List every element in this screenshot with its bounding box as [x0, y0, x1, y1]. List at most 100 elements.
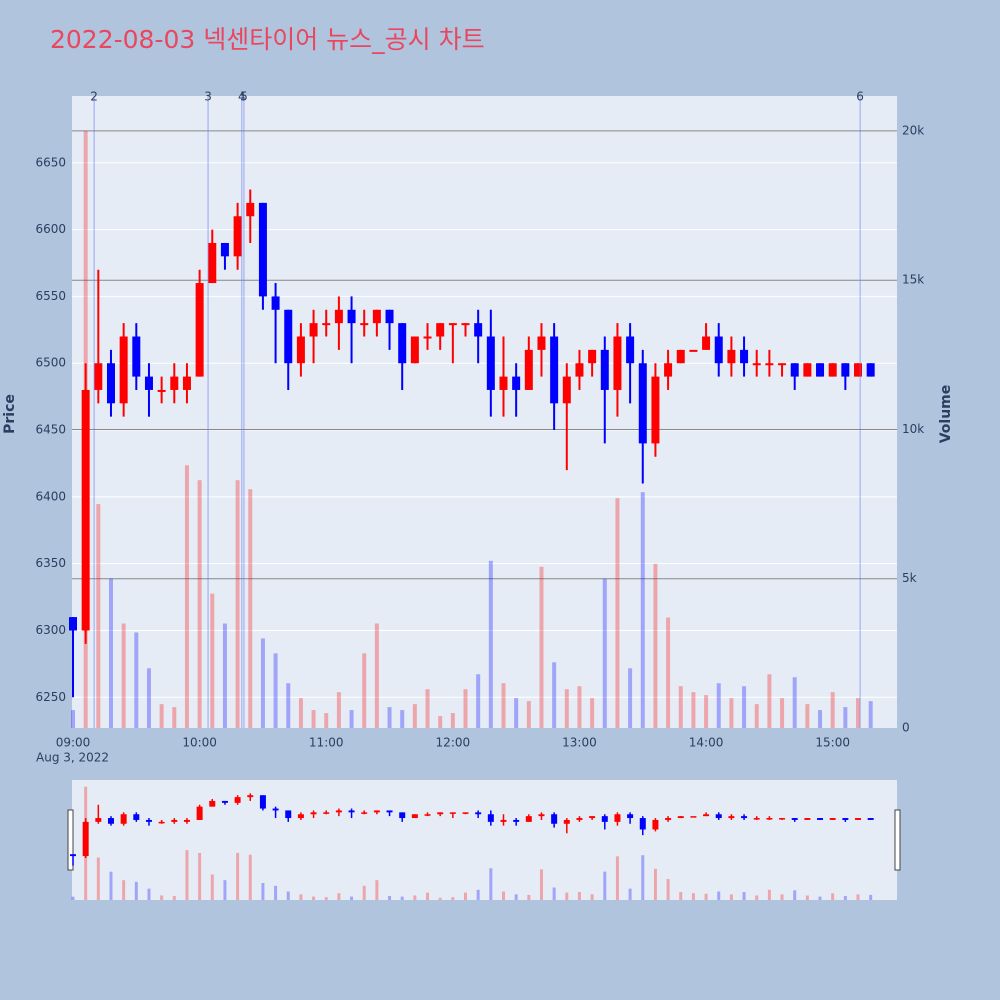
candle-body [81, 389, 90, 631]
candle-body [258, 202, 267, 297]
plot-area [72, 96, 897, 728]
slider-volume-bar [261, 882, 265, 900]
chart-title: 2022-08-03 넥센타이어 뉴스_공시 차트 [50, 25, 485, 54]
volume-bar [121, 623, 126, 728]
volume-bar [438, 716, 443, 728]
slider-candle-body [677, 816, 684, 819]
slider-volume-bar [96, 857, 100, 900]
slider-volume-bar [742, 892, 746, 900]
slider-candle-body [424, 814, 431, 816]
slider-candle-body [399, 812, 406, 819]
volume-bar [678, 686, 683, 728]
volume-bar [615, 498, 620, 728]
volume-bar [666, 617, 671, 728]
candle-body [524, 349, 533, 390]
slider-candle-body [437, 812, 444, 815]
range-slider[interactable] [72, 780, 897, 900]
slider-volume-bar [324, 897, 328, 900]
annotation-label: 5 [240, 90, 248, 104]
slider-volume-bar [793, 890, 797, 900]
slider-volume-bar [717, 891, 721, 900]
volume-bar [691, 692, 696, 728]
slider-volume-bar [147, 888, 151, 900]
volume-bar [577, 686, 582, 728]
x-tick-label: 15:00 [815, 736, 850, 750]
x-tick-label: 10:00 [182, 736, 217, 750]
slider-candle-body [779, 818, 786, 820]
candle-body [638, 363, 647, 444]
slider-volume-bar [704, 893, 708, 900]
candle-body [702, 336, 711, 350]
slider-candle-body [728, 816, 735, 819]
candle-body [296, 336, 305, 364]
volume-bar [197, 480, 202, 728]
slider-handle[interactable] [67, 809, 74, 871]
slider-volume-bar [805, 895, 809, 900]
volume-bar [336, 692, 341, 728]
slider-candle-body [183, 819, 190, 822]
slider-volume-bar [679, 892, 683, 900]
candle-body [94, 363, 103, 390]
candle-body [575, 363, 584, 377]
slider-volume-bar [476, 889, 480, 900]
slider-volume-bar [210, 874, 214, 900]
slider-candle-body [361, 812, 368, 814]
slider-volume-bar [755, 895, 759, 900]
slider-volume-bar [856, 894, 860, 900]
slider-candle-body [753, 818, 760, 820]
slider-volume-bar [603, 871, 607, 900]
candle-body [790, 363, 799, 377]
slider-candle-body [297, 814, 304, 819]
y-tick-label: 6300 [35, 623, 66, 637]
slider-candle-body [665, 818, 672, 820]
slider-candle-body [563, 819, 570, 824]
slider-volume-bar [172, 896, 176, 900]
candle-body [271, 296, 280, 310]
volume-bar [146, 668, 151, 728]
slider-volume-bar [527, 894, 531, 900]
candle-body [588, 349, 597, 364]
candle-body [182, 376, 191, 390]
slider-candle-body [95, 818, 102, 822]
slider-volume-bar [590, 894, 594, 900]
slider-volume-bar [413, 895, 417, 900]
volume-bar [71, 710, 75, 728]
volume-bar [539, 566, 544, 728]
slider-candle-body [221, 800, 228, 803]
slider-candle-body [209, 800, 216, 807]
slider-candle-body [335, 810, 342, 813]
volume-bar [222, 623, 227, 728]
candle-body [651, 376, 660, 444]
candle-body [423, 336, 432, 339]
slider-candle-body [462, 812, 469, 814]
volume-bar [108, 578, 113, 728]
slider-volume-bar [248, 854, 252, 900]
slider-volume-bar [869, 894, 873, 900]
slider-candle-body [145, 819, 152, 822]
volume-bar [780, 698, 785, 728]
slider-candle-body [525, 816, 532, 822]
slider-candle-body [500, 819, 507, 822]
slider-candle-body [247, 795, 254, 798]
volume-bar [400, 710, 405, 728]
y2-tick-label: 20k [902, 123, 924, 137]
slider-handle[interactable] [894, 809, 901, 871]
candle-body [676, 349, 685, 364]
y2-axis-title: Volume [938, 385, 954, 444]
volume-bar [754, 704, 759, 728]
candle-body [461, 323, 470, 326]
y-tick-label: 6250 [35, 690, 66, 704]
slider-candle-body [310, 812, 317, 815]
candle-body [106, 363, 115, 404]
annotation-label: 2 [90, 90, 98, 104]
volume-bar [742, 686, 747, 728]
candle-body [803, 363, 812, 377]
slider-volume-bar [780, 894, 784, 900]
candle-body [360, 323, 369, 326]
slider-volume-bar [337, 893, 341, 900]
slider-candle-body [411, 814, 418, 819]
slider-volume-bar [818, 896, 822, 900]
slider-volume-bar [552, 887, 556, 900]
slider-volume-bar [198, 852, 202, 900]
